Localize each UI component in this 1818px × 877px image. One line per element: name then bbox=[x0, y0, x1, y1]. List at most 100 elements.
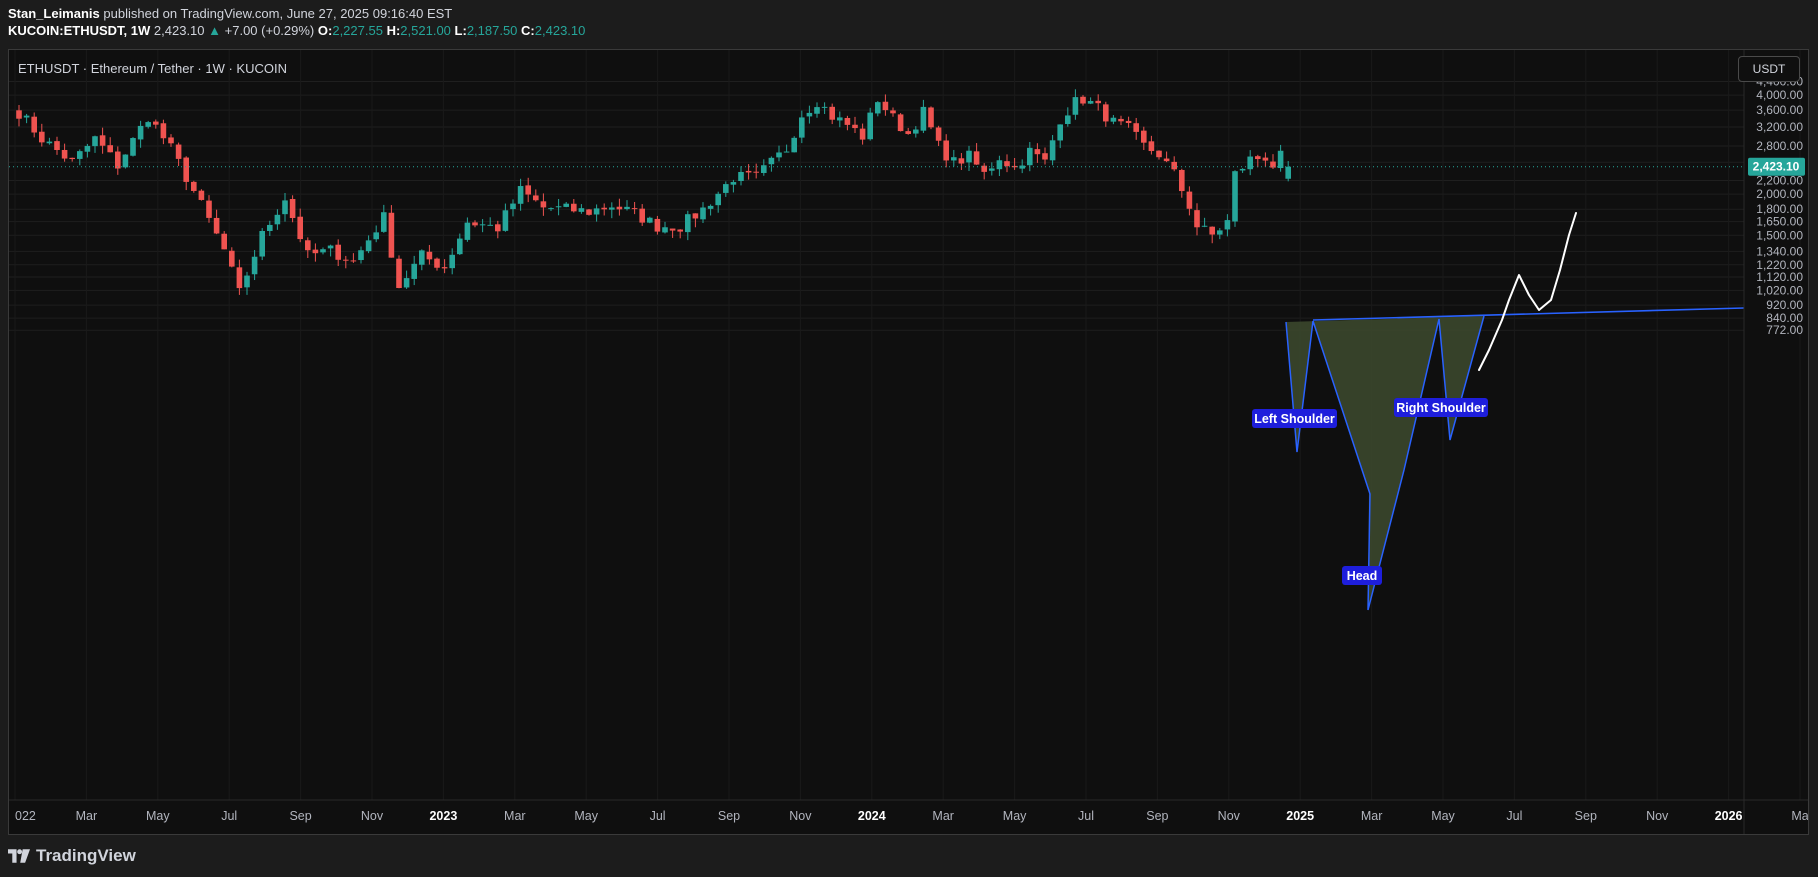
candle-body bbox=[479, 224, 486, 226]
candle-body bbox=[198, 190, 205, 200]
candle-body bbox=[654, 218, 661, 232]
candle-body bbox=[61, 149, 68, 159]
candle-body bbox=[168, 137, 174, 144]
candle-body bbox=[1277, 150, 1284, 169]
candle-body bbox=[434, 258, 440, 268]
candle-body bbox=[859, 128, 866, 140]
candle-body bbox=[685, 214, 691, 233]
price-tick-label: 1,800.00 bbox=[1756, 202, 1803, 216]
time-tick-label: 2025 bbox=[1286, 809, 1314, 823]
current-price-label: 2,423.10 bbox=[1753, 160, 1800, 174]
time-tick-label: Nov bbox=[361, 809, 384, 823]
candle-body bbox=[1080, 96, 1086, 104]
candle-body bbox=[358, 250, 364, 261]
candle-body bbox=[1133, 123, 1139, 132]
candle-body bbox=[251, 256, 258, 275]
price-tick-label: 4,000.00 bbox=[1756, 88, 1803, 102]
time-tick-label: Nov bbox=[1646, 809, 1669, 823]
candle-body bbox=[84, 145, 91, 152]
open-value: 2,227.55 bbox=[332, 23, 383, 38]
candle-body bbox=[852, 124, 858, 129]
time-tick-label: Mar bbox=[1361, 809, 1383, 823]
candle-body bbox=[115, 151, 121, 169]
right-shoulder-label-bg bbox=[1394, 398, 1488, 417]
author-name[interactable]: Stan_Leimanis bbox=[8, 6, 100, 21]
candle-body bbox=[130, 138, 136, 156]
left-shoulder-label[interactable]: Left Shoulder bbox=[1252, 409, 1337, 428]
head-label[interactable]: Head bbox=[1342, 566, 1382, 585]
candle-body bbox=[814, 107, 820, 114]
right-shoulder-label-text: Right Shoulder bbox=[1396, 401, 1486, 415]
neckline bbox=[1312, 307, 1745, 321]
time-tick-label: Jul bbox=[650, 809, 666, 823]
time-tick-label: Jul bbox=[221, 809, 237, 823]
candle-body bbox=[571, 203, 577, 212]
candle-body bbox=[730, 182, 737, 185]
candle-body bbox=[92, 136, 98, 147]
candle-body bbox=[593, 208, 600, 215]
candle-body bbox=[913, 129, 919, 134]
candle-body bbox=[555, 206, 562, 208]
time-tick-label: 2023 bbox=[429, 809, 457, 823]
candle-body bbox=[1087, 101, 1094, 104]
tradingview-brand: TradingView bbox=[36, 846, 136, 865]
candle-body bbox=[54, 141, 60, 151]
price-tick-label: 3,200.00 bbox=[1756, 120, 1803, 134]
candle-body bbox=[457, 238, 463, 255]
candle-body bbox=[343, 259, 349, 261]
time-tick-label: 2026 bbox=[1715, 809, 1743, 823]
high-label: H: bbox=[386, 23, 401, 38]
price-tick-label: 1,650.00 bbox=[1756, 215, 1803, 229]
candle-body bbox=[1232, 171, 1238, 222]
time-tick-label: Sep bbox=[1575, 809, 1597, 823]
candle-body bbox=[525, 185, 531, 195]
candle-body bbox=[806, 112, 813, 117]
publish-info: published on TradingView.com, June 27, 2… bbox=[103, 6, 453, 21]
tradingview-logo-icon bbox=[8, 849, 30, 863]
candle-body bbox=[761, 165, 767, 173]
candle-body bbox=[137, 125, 144, 140]
price-tick-label: 1,120.00 bbox=[1756, 270, 1803, 284]
candle-body bbox=[297, 216, 303, 240]
candle-body bbox=[1270, 161, 1276, 168]
candle-body bbox=[244, 275, 250, 288]
candle-body bbox=[191, 181, 197, 191]
candle-body bbox=[563, 203, 569, 207]
head-label-bg bbox=[1342, 566, 1382, 585]
candle-body bbox=[160, 123, 167, 139]
candle-body bbox=[1004, 161, 1010, 167]
price-tick-label: 1,020.00 bbox=[1756, 283, 1803, 297]
currency-button[interactable]: USDT bbox=[1738, 56, 1800, 82]
candle-body bbox=[920, 106, 927, 131]
price-tick-label: 1,500.00 bbox=[1756, 228, 1803, 242]
price-tick-label: 2,200.00 bbox=[1756, 174, 1803, 188]
candle-body bbox=[601, 207, 607, 210]
right-shoulder-label[interactable]: Right Shoulder bbox=[1394, 398, 1488, 417]
candle-body bbox=[510, 203, 516, 210]
candle-body bbox=[39, 131, 45, 143]
candle-body bbox=[289, 199, 296, 219]
candle-body bbox=[783, 151, 790, 153]
candle-body bbox=[1262, 157, 1269, 161]
close-label: C: bbox=[521, 23, 535, 38]
candle-body bbox=[419, 250, 425, 265]
time-tick-label: Mar bbox=[932, 809, 954, 823]
candle-body bbox=[107, 145, 113, 153]
candle-body bbox=[799, 117, 805, 138]
candle-body bbox=[267, 224, 273, 232]
candle-body bbox=[175, 144, 182, 159]
candle-body bbox=[396, 258, 402, 289]
candle-body bbox=[16, 110, 22, 119]
candle-body bbox=[502, 210, 509, 231]
candle-body bbox=[639, 208, 645, 223]
candle-body bbox=[145, 122, 151, 127]
candle-body bbox=[229, 250, 235, 267]
candle-body bbox=[1239, 168, 1246, 171]
candle-body bbox=[829, 106, 835, 120]
open-label: O: bbox=[317, 23, 333, 38]
candle-body bbox=[1049, 140, 1056, 161]
candle-body bbox=[1095, 100, 1101, 104]
symbol-label: KUCOIN:ETHUSDT, 1W bbox=[8, 23, 151, 38]
